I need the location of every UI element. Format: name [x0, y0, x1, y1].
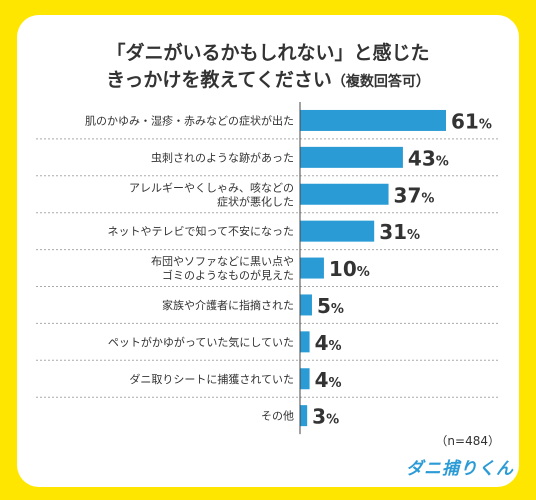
value-label: 61%	[451, 109, 492, 133]
bar	[300, 109, 446, 131]
sample-size-note: （n=484）	[435, 434, 500, 448]
category-label: アレルギーやくしゃみ、咳などの症状が悪化した	[129, 180, 294, 208]
bar	[300, 220, 375, 242]
category-label: ペットがかゆがっていた気にしていた	[108, 335, 294, 349]
bar	[300, 257, 324, 279]
value-label: 3%	[312, 405, 339, 429]
bar	[300, 183, 389, 205]
value-label: 4%	[315, 368, 342, 392]
category-label: 布団やソファなどに黒い点やゴミのようなものが見えた	[151, 255, 294, 282]
bar	[300, 294, 312, 316]
category-label: ネットやテレビで知って不安になった	[108, 224, 294, 238]
category-label: ダニ取りシートに捕獲されていた	[129, 372, 294, 386]
value-label: 31%	[379, 220, 420, 244]
value-label: 4%	[315, 331, 342, 355]
category-label: 虫刺されのような跡があった	[151, 150, 294, 164]
category-label: その他	[261, 410, 294, 423]
category-label: 家族や介護者に指摘された	[162, 298, 294, 312]
bar	[300, 405, 308, 427]
value-label: 43%	[408, 146, 449, 170]
category-label: 肌のかゆみ・湿疹・赤みなどの症状が出た	[85, 113, 294, 127]
bar	[300, 331, 310, 353]
title-line-2-main: きっかけを教えてください	[106, 69, 332, 91]
value-label: 37%	[394, 183, 435, 207]
chart-card	[17, 15, 519, 487]
brand-logo: ダニ捕りくん	[406, 459, 514, 479]
chart-title: 「ダニがいるかもしれない」と感じた きっかけを教えてください（複数回答可）	[0, 40, 536, 96]
title-line-1: 「ダニがいるかもしれない」と感じた	[106, 42, 430, 64]
title-line-2: きっかけを教えてください（複数回答可）	[0, 67, 536, 96]
value-label: 5%	[317, 294, 344, 318]
value-label: 10%	[329, 257, 370, 281]
title-line-2-suffix: （複数回答可）	[331, 74, 430, 90]
bar	[300, 146, 403, 168]
bar	[300, 368, 310, 390]
